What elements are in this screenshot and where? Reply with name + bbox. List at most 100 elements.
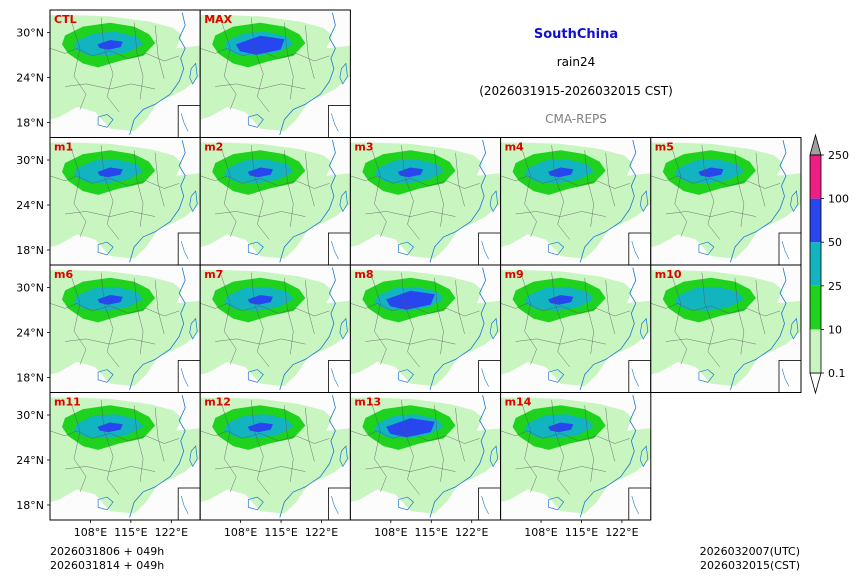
rain-50-100-area <box>247 295 273 305</box>
scs-inset <box>177 232 201 265</box>
province-border <box>200 430 330 444</box>
province-border <box>365 338 456 345</box>
province-border <box>284 277 294 355</box>
y-tick-label: 30°N <box>16 282 44 295</box>
y-tick-label: 30°N <box>16 27 44 40</box>
y-tick-label: 18°N <box>16 244 44 257</box>
title-model: CMA-REPS <box>545 112 607 126</box>
province-border <box>133 277 144 355</box>
hainan-island <box>698 369 715 383</box>
province-border <box>365 466 456 472</box>
scs-inset-coast <box>481 240 489 260</box>
panel-m9: m9 <box>500 264 652 393</box>
scs-inset-coast <box>481 368 489 387</box>
province-border <box>701 272 721 368</box>
province-border <box>221 402 237 492</box>
taiwan-island <box>189 317 198 340</box>
hainan-island <box>97 369 114 383</box>
panel-CTL: CTL 30°N 24°N 18°N <box>16 9 201 138</box>
province-border <box>133 405 144 482</box>
scs-inset <box>327 487 351 520</box>
scs-inset-coast <box>331 113 339 132</box>
x-tick-label: 122°E <box>455 526 488 539</box>
scs-inset-coast <box>781 368 790 387</box>
province-border <box>64 211 156 217</box>
province-border <box>455 407 465 462</box>
colorbar-segment <box>810 329 821 373</box>
hainan-island <box>548 241 565 256</box>
scs-inset-coast <box>631 495 640 515</box>
province-border <box>605 407 615 462</box>
scs-inset <box>177 360 201 393</box>
scs-inset <box>177 487 201 520</box>
province-border <box>154 407 165 462</box>
x-tick-label: 115°E <box>114 526 147 539</box>
province-border <box>521 402 537 492</box>
scs-inset <box>177 105 201 138</box>
panel-m1: m1 30°N 24°N 18°N <box>16 137 201 266</box>
province-border <box>64 466 156 472</box>
province-border <box>215 211 306 217</box>
province-border <box>350 175 480 189</box>
province-border <box>605 280 615 334</box>
panel-m5: m5 <box>650 137 802 266</box>
y-tick-label: 24°N <box>16 327 44 340</box>
province-border <box>50 175 180 189</box>
colorbar-extend-min <box>809 372 822 395</box>
rain-50-100-area <box>397 167 424 178</box>
scs-inset <box>327 105 351 138</box>
province-border <box>521 275 537 365</box>
rain-50-100-area <box>247 167 273 178</box>
province-border <box>284 405 294 482</box>
panel-label: MAX <box>204 13 232 26</box>
colorbar-tick-label: 50 <box>828 236 842 249</box>
province-border <box>50 303 180 317</box>
coastline <box>730 267 787 391</box>
province-border <box>455 152 465 207</box>
taiwan-island <box>790 190 799 213</box>
colorbar-segment <box>810 242 821 286</box>
colorbar-tick-label: 250 <box>828 149 849 162</box>
x-tick-label: 122°E <box>605 526 638 539</box>
hainan-island <box>698 241 715 256</box>
province-border <box>70 402 87 492</box>
panel-label: CTL <box>54 13 77 26</box>
taiwan-island <box>489 445 498 468</box>
province-border <box>133 150 144 227</box>
panel-frame <box>500 392 652 521</box>
scs-inset-coast <box>180 368 189 387</box>
province-border <box>100 272 120 368</box>
province-border <box>284 22 294 100</box>
panel-frame <box>650 264 802 393</box>
panel-label: m5 <box>655 141 674 154</box>
taiwan-island <box>189 445 198 468</box>
province-border <box>371 402 387 492</box>
hainan-island <box>247 369 264 383</box>
taiwan-island <box>639 445 649 468</box>
rain-50-100-area <box>97 167 123 178</box>
province-border <box>584 277 594 355</box>
province-border <box>154 25 165 79</box>
scs-inset <box>327 232 351 265</box>
taiwan-island <box>489 317 498 340</box>
panel-label: m14 <box>505 396 532 409</box>
colorbar-frame <box>809 154 822 374</box>
scs-inset-coast <box>781 240 790 260</box>
taiwan-island <box>639 190 649 213</box>
coastline <box>129 12 186 136</box>
hainan-island <box>398 496 414 511</box>
taiwan-island <box>339 62 348 85</box>
y-tick-label: 18°N <box>16 117 44 130</box>
scs-inset-coast <box>481 495 489 515</box>
panel-label: m2 <box>204 141 223 154</box>
scs-inset <box>478 360 501 393</box>
province-border <box>500 303 630 317</box>
coastline <box>429 395 487 518</box>
hainan-island <box>97 496 114 511</box>
y-tick-label: 24°N <box>16 454 44 467</box>
province-border <box>434 405 444 482</box>
coastline <box>730 140 787 263</box>
taiwan-island <box>189 62 198 85</box>
scs-inset-coast <box>631 240 640 260</box>
province-border <box>221 20 237 110</box>
